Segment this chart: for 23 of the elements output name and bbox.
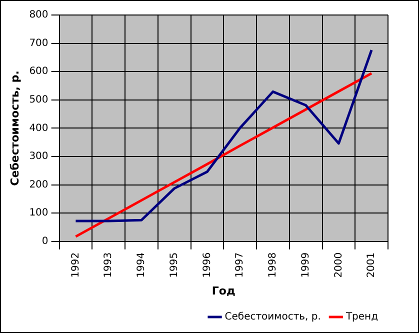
x-tick-label: 1997	[234, 252, 246, 278]
y-tick-label: 300	[29, 151, 48, 162]
legend-label: Себестоимость, р.	[224, 312, 321, 323]
y-tick-label: 0	[42, 236, 48, 247]
y-tick-label: 200	[29, 179, 48, 190]
y-tick-label: 100	[29, 208, 48, 219]
y-tick-label: 600	[29, 66, 48, 78]
x-tick-label: 1994	[136, 252, 148, 278]
x-tick-label: 1995	[168, 252, 180, 278]
x-tick-label: 1996	[202, 252, 213, 278]
y-axis-title: Себестоимость, р.	[8, 70, 22, 186]
y-tick-label: 400	[29, 122, 48, 134]
y-tick-label: 500	[29, 94, 48, 106]
y-tick-label: 700	[29, 38, 48, 49]
x-tick-label: 2001	[366, 252, 378, 278]
legend-label: Тренд	[344, 312, 378, 323]
x-axis-title: Год	[212, 284, 236, 298]
x-tick-label: 1998	[268, 252, 279, 278]
x-tick-label: 1992	[70, 252, 82, 278]
x-tick-label: 2000	[333, 252, 344, 278]
x-tick-label: 1993	[103, 252, 114, 278]
y-tick-label: 800	[29, 10, 48, 21]
x-tick-label: 1999	[300, 252, 312, 278]
